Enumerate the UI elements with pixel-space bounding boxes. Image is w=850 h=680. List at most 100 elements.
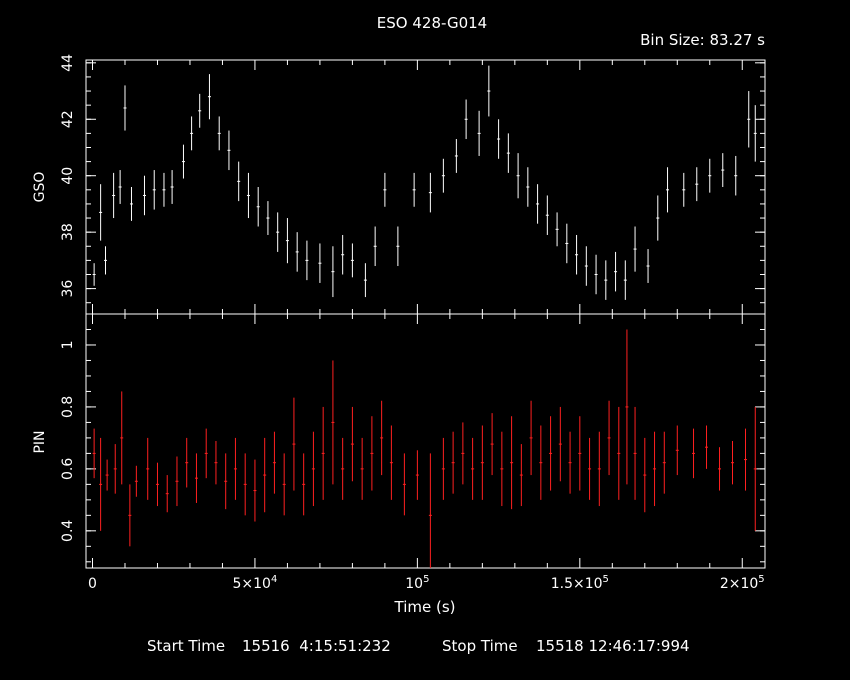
pin-point (128, 484, 132, 547)
pin-point (272, 431, 276, 494)
gso-point (276, 212, 280, 252)
gso-point (350, 243, 354, 278)
gso-point (536, 184, 540, 224)
gso-point (545, 195, 549, 235)
gso-point (162, 172, 166, 207)
pin-point (643, 437, 647, 513)
time-tick-label: 1.5×105 (551, 574, 609, 592)
gso-point (112, 172, 116, 219)
pin-point (370, 416, 374, 491)
gso-point (441, 158, 445, 193)
gso-point (305, 240, 309, 281)
pin-point (321, 406, 325, 500)
start-time-label: Start Time (147, 637, 225, 655)
pin-point (380, 400, 384, 476)
gso-point (666, 167, 670, 213)
gso-ytick-label: 42 (60, 110, 76, 128)
pin-point (263, 437, 267, 513)
pin-point (539, 425, 543, 500)
bin-size-annotation: Bin Size: 83.27 s (640, 31, 765, 49)
gso-point (217, 116, 221, 151)
pin-point (718, 447, 722, 491)
gso-point (526, 167, 530, 207)
pin-ytick-label: 0.4 (60, 520, 76, 542)
gso-point (318, 243, 322, 283)
gso-point (227, 130, 231, 171)
pin-point (471, 437, 475, 500)
gso-point (682, 172, 686, 207)
pin-point (633, 406, 637, 500)
gso-point (295, 232, 299, 272)
gso-point (396, 226, 400, 267)
pin-point (233, 437, 237, 500)
time-ticks: 0 5×104 105 1.5×105 2×105 (88, 574, 765, 592)
gso-point (123, 85, 127, 131)
pin-point (204, 428, 208, 479)
pin-point (578, 416, 582, 491)
pin-point (617, 406, 621, 500)
gso-point (198, 93, 202, 128)
gso-point (428, 172, 432, 213)
gso-point (237, 161, 241, 202)
gso-ticks: 36 38 40 42 44 (60, 54, 765, 314)
gso-point (656, 195, 660, 241)
pin-point (292, 397, 296, 491)
gso-point (92, 263, 96, 286)
pin-point (692, 428, 696, 479)
pin-point (341, 437, 345, 500)
pin-point (705, 425, 709, 469)
pin-point (175, 456, 179, 507)
time-tick-label: 0 (88, 576, 97, 592)
pin-point (490, 413, 494, 476)
gso-point (412, 172, 416, 207)
pin-point (360, 437, 364, 500)
pin-panel-frame (85, 313, 766, 569)
gso-point (207, 74, 211, 120)
pin-point (415, 450, 419, 500)
pin-point (302, 453, 306, 516)
gso-point (487, 65, 491, 117)
pin-point (146, 437, 150, 500)
pin-point (662, 431, 666, 494)
gso-point (170, 170, 174, 204)
gso-axis-label: GSO (32, 172, 48, 203)
pin-point (451, 431, 455, 494)
gso-point (497, 119, 501, 159)
gso-point (695, 167, 699, 202)
gso-point (99, 184, 103, 241)
gso-point (464, 99, 468, 140)
gso-point (383, 172, 387, 207)
pin-point (675, 425, 679, 476)
gso-point (103, 246, 107, 275)
gso-point (623, 260, 627, 300)
gso-ytick-label: 40 (60, 167, 76, 185)
gso-point (734, 155, 738, 196)
pin-point (510, 416, 514, 510)
gso-point (454, 139, 458, 173)
gso-point (266, 201, 270, 235)
gso-point (604, 260, 608, 300)
pin-point (753, 406, 757, 531)
gso-point (142, 175, 146, 216)
gso-point (584, 246, 588, 286)
gso-point (594, 254, 598, 295)
gso-point (614, 251, 618, 292)
pin-point (731, 441, 735, 485)
pin-point (441, 437, 445, 500)
time-axis-label: Time (s) (394, 598, 456, 616)
pin-point (134, 465, 138, 497)
pin-point (99, 437, 103, 531)
pin-point (519, 444, 523, 507)
gso-series (92, 65, 757, 300)
pin-point (389, 425, 393, 500)
gso-point (181, 144, 185, 179)
start-time-value: 15516 4:15:51:232 (242, 637, 391, 655)
time-tick-label: 2×105 (720, 574, 765, 592)
time-tick-label: 5×104 (233, 574, 278, 592)
pin-axis-label: PIN (32, 430, 48, 453)
pin-point (653, 431, 657, 507)
pin-ytick-label: 0.6 (60, 458, 76, 480)
gso-point (152, 170, 156, 210)
pin-point (558, 406, 562, 482)
